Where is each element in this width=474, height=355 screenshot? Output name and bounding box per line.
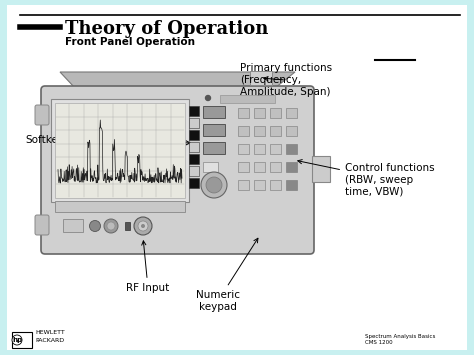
Bar [238, 108, 249, 118]
Bar [270, 144, 281, 154]
Circle shape [141, 224, 145, 228]
Bar [286, 162, 297, 172]
Circle shape [201, 172, 227, 198]
Bar [238, 144, 249, 154]
Bar [189, 142, 199, 152]
FancyBboxPatch shape [35, 215, 49, 235]
Bar [203, 142, 225, 154]
Text: RF Input: RF Input [127, 241, 170, 293]
Bar [270, 180, 281, 190]
Bar [254, 126, 265, 136]
Bar [203, 124, 225, 136]
Text: PACKARD: PACKARD [35, 338, 64, 343]
Circle shape [138, 221, 148, 231]
Bar [189, 166, 199, 176]
Bar [270, 108, 281, 118]
Text: Primary functions
(Frequency,
Amplitude, Span): Primary functions (Frequency, Amplitude,… [240, 64, 332, 97]
Text: Softkeys: Softkeys [25, 135, 190, 145]
Bar [238, 126, 249, 136]
Bar [238, 162, 249, 172]
Bar [63, 219, 83, 232]
Circle shape [134, 217, 152, 235]
Bar [125, 222, 130, 230]
Bar [286, 180, 297, 190]
Bar [254, 144, 265, 154]
Bar [189, 178, 199, 188]
Bar [12, 332, 32, 348]
FancyBboxPatch shape [35, 105, 49, 125]
Bar [286, 144, 297, 154]
Bar [254, 108, 265, 118]
Bar [203, 162, 218, 172]
Circle shape [107, 222, 115, 230]
Bar [220, 95, 275, 103]
Bar [286, 126, 297, 136]
Bar [312, 156, 330, 182]
Bar [55, 201, 185, 212]
Bar [254, 162, 265, 172]
Bar [250, 71, 272, 85]
Bar [254, 180, 265, 190]
Bar [189, 154, 199, 164]
Text: Spectrum Analysis Basics
CMS 1200: Spectrum Analysis Basics CMS 1200 [365, 334, 436, 345]
Bar [238, 180, 249, 190]
Circle shape [90, 220, 100, 231]
Text: Control functions
(RBW, sweep
time, VBW): Control functions (RBW, sweep time, VBW) [298, 160, 435, 197]
Circle shape [206, 95, 210, 100]
Circle shape [104, 219, 118, 233]
Text: Front Panel Operation: Front Panel Operation [65, 37, 195, 47]
Bar [189, 130, 199, 140]
Circle shape [12, 335, 22, 345]
Text: HEWLETT: HEWLETT [35, 330, 65, 335]
FancyBboxPatch shape [41, 86, 314, 254]
Bar [189, 106, 199, 116]
Bar [270, 126, 281, 136]
Circle shape [206, 177, 222, 193]
Text: hp: hp [12, 337, 22, 343]
Bar [189, 118, 199, 128]
Text: Numeric
keypad: Numeric keypad [196, 238, 258, 312]
Bar [51, 99, 189, 202]
Bar [286, 108, 297, 118]
Polygon shape [60, 72, 295, 88]
Bar [270, 162, 281, 172]
Text: Theory of Operation: Theory of Operation [65, 20, 268, 38]
Bar [55, 103, 185, 198]
Bar [203, 106, 225, 118]
